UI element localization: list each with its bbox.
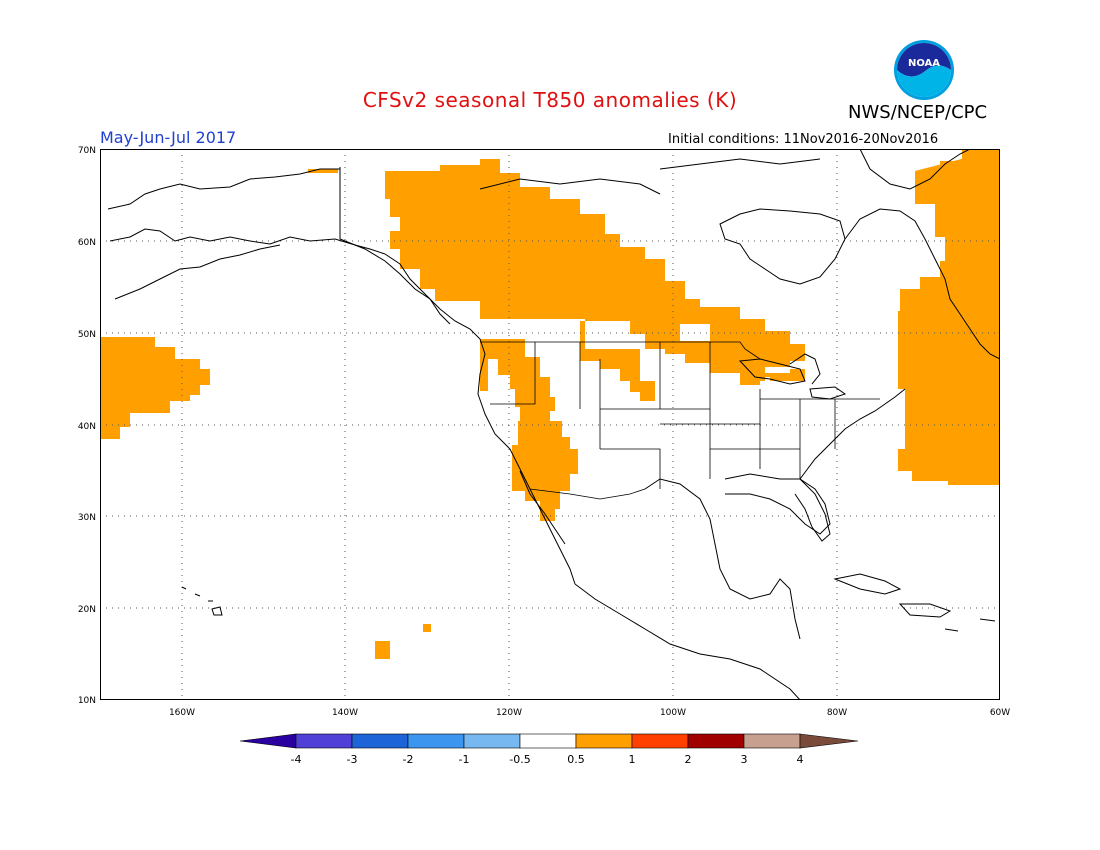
lon-label: 100W (660, 708, 686, 718)
longitude-axis: 160W 140W 120W 100W 80W 60W (169, 708, 1010, 718)
lat-label: 70N (78, 146, 96, 156)
noaa-logo: NOAA (892, 38, 956, 106)
colorbar-label: 1 (629, 753, 636, 766)
lat-label: 10N (78, 696, 96, 706)
colorbar-label: -4 (291, 753, 302, 766)
latitude-axis: 70N 60N 50N 40N 30N 20N 10N (78, 146, 96, 706)
forecast-period: May-Jun-Jul 2017 (100, 128, 237, 147)
colorbar: -4 -3 -2 -1 -0.5 0.5 1 2 3 4 (239, 733, 859, 766)
lat-label: 30N (78, 513, 96, 523)
lat-lon-grid (100, 149, 1000, 700)
colorbar-label: 4 (797, 753, 804, 766)
colorbar-swatch (631, 733, 689, 749)
colorbar-label: -3 (347, 753, 358, 766)
noaa-logo-text: NOAA (908, 58, 940, 69)
political-borders (480, 341, 880, 500)
initial-conditions: Initial conditions: 11Nov2016-20Nov2016 (668, 132, 939, 147)
anomaly-map (100, 149, 1000, 700)
lat-label: 60N (78, 238, 96, 248)
lat-label: 40N (78, 422, 96, 432)
agency-label: NWS/NCEP/CPC (848, 102, 988, 123)
colorbar-label: 0.5 (567, 753, 585, 766)
colorbar-label: -0.5 (509, 753, 530, 766)
colorbar-swatch (295, 733, 353, 749)
lat-label: 50N (78, 330, 96, 340)
lon-label: 140W (332, 708, 358, 718)
colorbar-swatch (575, 733, 633, 749)
lat-label: 20N (78, 605, 96, 615)
map-title: CFSv2 seasonal T850 anomalies (K) (362, 88, 738, 112)
colorbar-swatch (799, 733, 859, 749)
colorbar-label: 3 (741, 753, 748, 766)
lon-label: 80W (827, 708, 847, 718)
lon-label: 120W (496, 708, 522, 718)
lon-label: 160W (169, 708, 195, 718)
colorbar-swatch (687, 733, 745, 749)
colorbar-swatch (351, 733, 409, 749)
colorbar-label: 2 (685, 753, 692, 766)
colorbar-label: -1 (459, 753, 470, 766)
lon-label: 60W (990, 708, 1010, 718)
coastlines (107, 149, 1000, 700)
colorbar-swatch (519, 733, 577, 749)
colorbar-label: -2 (403, 753, 414, 766)
colorbar-swatch (743, 733, 801, 749)
warm-anomaly-region (100, 149, 1000, 659)
colorbar-swatch (407, 733, 465, 749)
colorbar-swatch (463, 733, 521, 749)
colorbar-swatch (239, 733, 297, 749)
